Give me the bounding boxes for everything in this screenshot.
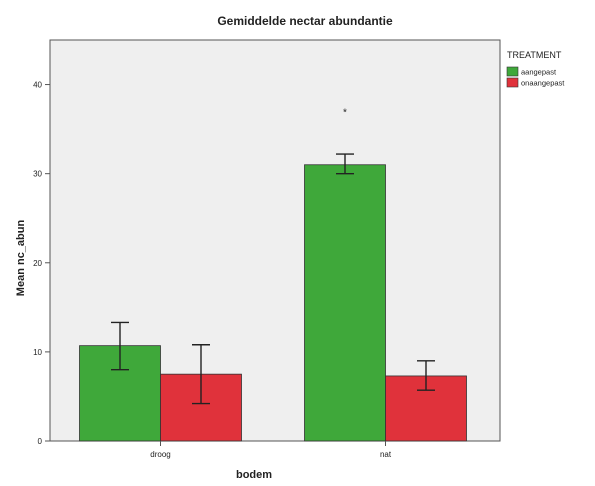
- y-tick-label: 30: [33, 170, 42, 179]
- legend-swatch-aangepast: [506, 66, 519, 77]
- chart-title: Gemiddelde nectar abundantie: [217, 14, 393, 28]
- legend-swatch-onaangepast: [506, 77, 519, 88]
- x-axis-title: bodem: [236, 469, 272, 481]
- legend-title: TREATMENT: [507, 50, 562, 60]
- legend: TREATMENT aangepast onaangepast: [506, 50, 565, 88]
- annotations-layer: *: [343, 107, 347, 118]
- x-tick-label: droog: [150, 450, 170, 459]
- y-axis: 0 10 20 30 40: [33, 81, 50, 446]
- y-tick-label: 20: [33, 259, 42, 268]
- x-tick-label: nat: [380, 450, 392, 459]
- legend-label-aangepast: aangepast: [521, 68, 557, 77]
- x-axis: droog nat: [150, 441, 392, 459]
- y-tick-label: 40: [33, 81, 42, 90]
- y-tick-label: 0: [38, 437, 43, 446]
- significance-marker: *: [343, 107, 347, 118]
- error-bars-layer: [111, 153, 435, 405]
- legend-label-onaangepast: onaangepast: [521, 79, 565, 88]
- y-axis-title: Mean nc_abun: [15, 220, 27, 297]
- y-tick-label: 10: [33, 348, 42, 357]
- bar-aangepast-nat: [304, 164, 386, 442]
